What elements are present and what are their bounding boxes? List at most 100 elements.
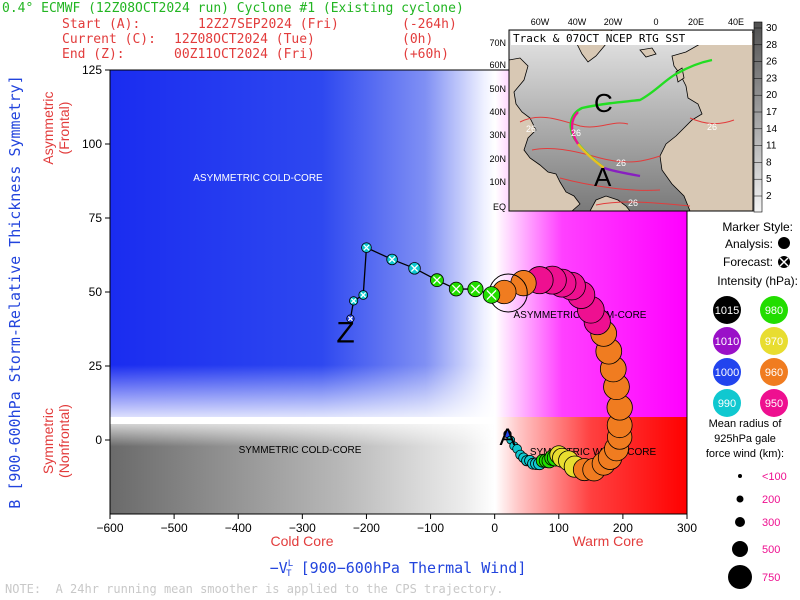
intensity-swatch [760, 327, 788, 355]
forecast-cross [388, 256, 396, 263]
forecast-cross [486, 289, 497, 301]
map-lon-label: 40E [728, 17, 744, 27]
legend-analysis: Analysis: [725, 237, 773, 251]
colorbar-label: 30 [766, 23, 778, 34]
x-tick-label: −500 [161, 521, 188, 535]
end-label: End (Z): [62, 47, 125, 62]
forecast-cross [410, 264, 419, 272]
intensity-swatch [713, 358, 741, 386]
x-tick-label: 0 [491, 521, 498, 535]
label-symmetric: Symmetric [40, 408, 56, 474]
track-label-start: A [499, 424, 515, 451]
map-lon-label: 20W [604, 17, 623, 27]
region-sym-warm: SYMMETRIC WARM-CORE [530, 447, 657, 458]
colorbar-label: 17 [766, 107, 778, 118]
intensity-swatch [713, 296, 741, 324]
x-tick-label: 300 [677, 521, 697, 535]
colorbar-label: 2 [766, 191, 772, 202]
map-lat-label: 40N [489, 107, 506, 117]
label-frontal: (Frontal) [56, 102, 72, 155]
start-offset: (-264h) [402, 17, 457, 32]
forecast-cross [451, 284, 461, 294]
legend-radius-title-2: 925hPa gale [714, 433, 776, 445]
radius-swatch [736, 495, 744, 503]
y-tick-label: 0 [95, 433, 102, 447]
map-lat-label: 70N [489, 38, 506, 48]
map-lat-label: 10N [489, 177, 506, 187]
map-lon-label: 60W [531, 17, 550, 27]
radius-label: 200 [762, 494, 780, 506]
map-lon-label: 0 [653, 17, 658, 27]
intensity-label: 1015 [715, 305, 739, 317]
map-lat-label: 30N [489, 130, 506, 140]
colorbar-label: 23 [766, 73, 778, 84]
radius-swatch [732, 541, 748, 557]
map-lon-label: 20E [688, 17, 704, 27]
x-tick-label: −200 [353, 521, 380, 535]
y-tick-label: 100 [82, 137, 102, 151]
radius-label: 750 [762, 572, 780, 584]
colorbar-label: 11 [766, 141, 777, 152]
y-tick-label: 50 [89, 285, 103, 299]
map-contour-label-5: 26 [707, 122, 717, 132]
x-axis-title: −VL T [900−600hPa Thermal Wind] [270, 559, 527, 579]
map-contour-label-2: 26 [571, 128, 581, 138]
forecast-cross [360, 292, 367, 298]
legend-radius-title-1: Mean radius of [709, 418, 783, 430]
y-tick-label: 125 [82, 63, 102, 77]
radius-label: <100 [762, 471, 787, 483]
intensity-swatch [713, 389, 741, 417]
current-time: 12Z08OCT2024 (Tue) [174, 32, 315, 47]
colorbar-label: 20 [766, 90, 778, 101]
land-south-america [589, 195, 631, 211]
map-contour-label-1: 26 [526, 124, 536, 134]
label-warm-core: Warm Core [572, 533, 643, 549]
intensity-label: 950 [765, 398, 783, 410]
sst-map-inset: C A 26 26 26 26 26 Track & 07OCT NCEP RT… [508, 29, 754, 212]
legend-analysis-marker [778, 237, 790, 249]
legend-radius-title-3: force wind (km): [706, 448, 784, 460]
legend-intensity-title: Intensity (hPa): [717, 274, 798, 288]
map-lat-label: EQ [493, 202, 506, 212]
legend: Marker Style: Analysis: Forecast: Intens… [706, 220, 798, 589]
x-tick-label: −400 [225, 521, 252, 535]
x-tick-label: 100 [549, 521, 569, 535]
y-tick-label: 25 [89, 359, 103, 373]
map-lat-label: 60N [489, 60, 506, 70]
map-contour-label-3: 26 [616, 158, 626, 168]
map-label-current: C [594, 88, 613, 118]
y-tick-label: 75 [89, 211, 103, 225]
radius-swatch [728, 565, 752, 589]
region-sym-cold: SYMMETRIC COLD-CORE [239, 445, 362, 456]
x-tick-label: −300 [289, 521, 316, 535]
forecast-cross [470, 284, 481, 294]
intensity-label: 990 [718, 398, 736, 410]
radius-label: 500 [762, 544, 780, 556]
map-lon-label: 40W [568, 17, 587, 27]
map-lat-label: 50N [489, 84, 506, 94]
radius-swatch [735, 517, 745, 527]
intensity-label: 980 [765, 305, 783, 317]
label-asymmetric: Asymmetric [40, 91, 56, 164]
map-label-start: A [594, 162, 612, 192]
track-label-end: Z [336, 317, 354, 350]
colorbar-label: 28 [766, 40, 778, 51]
forecast-cross [347, 316, 353, 322]
radius-label: 300 [762, 517, 780, 529]
chart-title: 0.4° ECMWF (12Z08OCT2024 run) Cyclone #1… [2, 1, 464, 16]
footnote: NOTE: A 24hr running mean smoother is ap… [5, 582, 504, 596]
intensity-label: 1010 [715, 336, 739, 348]
intensity-label: 960 [765, 367, 783, 379]
intensity-swatch [713, 327, 741, 355]
land-north-america [509, 57, 581, 211]
legend-marker-style: Marker Style: [722, 220, 793, 234]
current-offset: (0h) [402, 32, 434, 47]
intensity-label: 970 [765, 336, 783, 348]
forecast-cross [350, 298, 357, 304]
forecast-cross [363, 244, 370, 251]
intensity-swatch [760, 389, 788, 417]
sst-colorbar [753, 21, 763, 213]
colorbar-label: 14 [766, 124, 778, 135]
colorbar-label: 8 [766, 157, 772, 168]
